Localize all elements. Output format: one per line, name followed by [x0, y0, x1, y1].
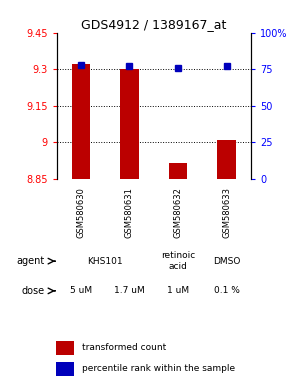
Text: GSM580633: GSM580633 — [222, 187, 231, 238]
Text: 1.7 uM: 1.7 uM — [114, 286, 145, 295]
Bar — [120, 69, 139, 179]
Text: dose: dose — [22, 286, 45, 296]
Bar — [72, 64, 90, 179]
Text: GSM580630: GSM580630 — [76, 187, 85, 238]
Text: percentile rank within the sample: percentile rank within the sample — [82, 364, 235, 373]
Bar — [169, 163, 187, 179]
Text: retinoic
acid: retinoic acid — [161, 252, 195, 271]
Bar — [56, 341, 74, 355]
Text: GSM580631: GSM580631 — [125, 187, 134, 238]
Text: 0.1 %: 0.1 % — [214, 286, 240, 295]
Text: transformed count: transformed count — [82, 343, 166, 353]
Text: KHS101: KHS101 — [87, 257, 123, 266]
Text: agent: agent — [17, 256, 45, 266]
Title: GDS4912 / 1389167_at: GDS4912 / 1389167_at — [81, 18, 226, 31]
Bar — [217, 140, 236, 179]
Text: GSM580632: GSM580632 — [173, 187, 182, 238]
Text: 5 uM: 5 uM — [70, 286, 92, 295]
Text: 1 uM: 1 uM — [167, 286, 189, 295]
Bar — [56, 362, 74, 376]
Text: DMSO: DMSO — [213, 257, 240, 266]
